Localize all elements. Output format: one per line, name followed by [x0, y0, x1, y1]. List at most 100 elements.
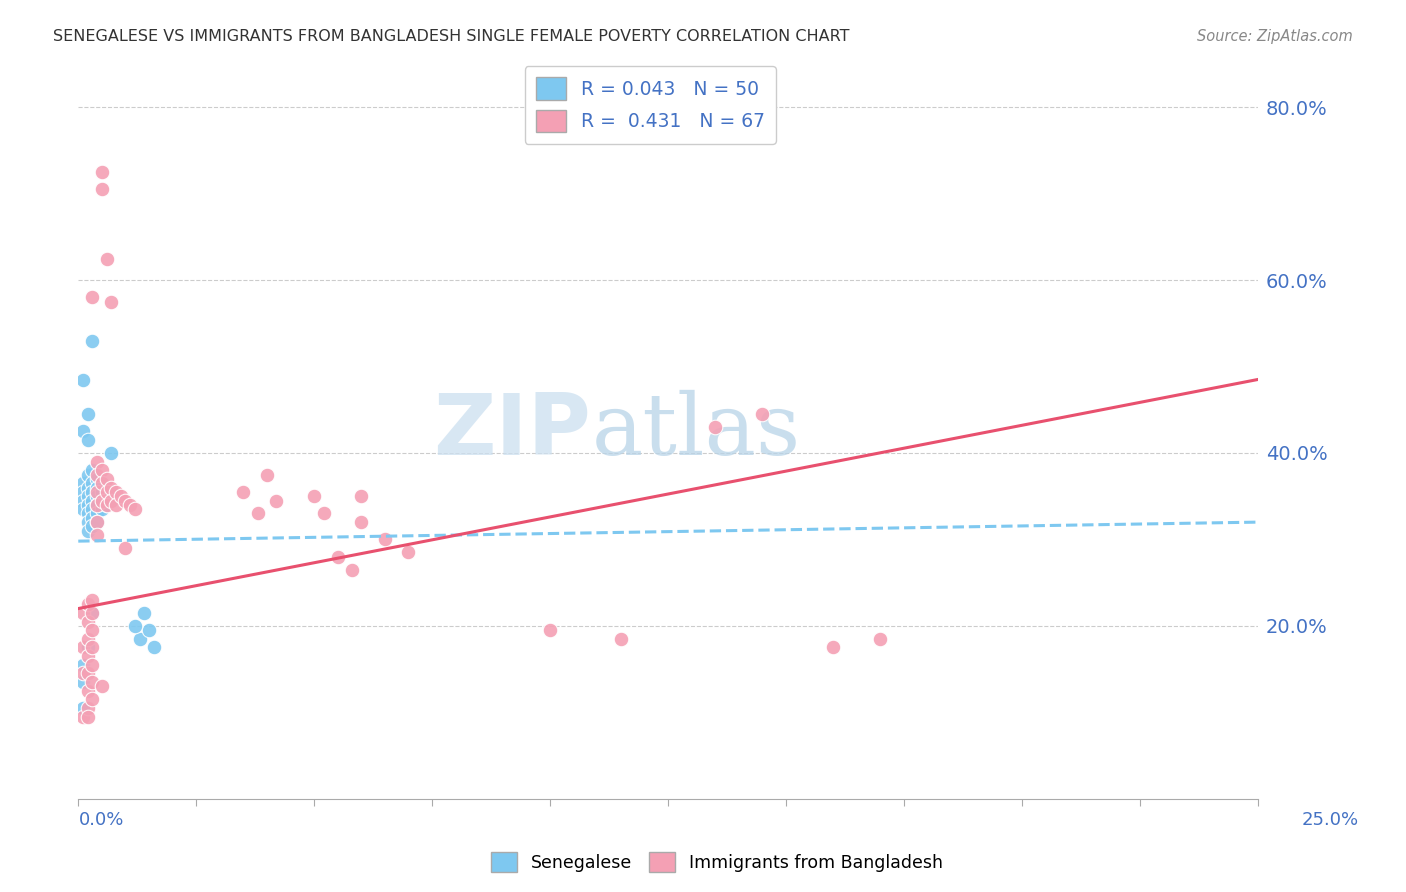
- Point: [100, 493, 122, 508]
- Point: [76, 489, 98, 503]
- Point: [134, 606, 156, 620]
- Point: [105, 498, 128, 512]
- Point: [90, 463, 112, 477]
- Point: [72, 709, 94, 723]
- Point: [72, 701, 94, 715]
- Point: [82, 623, 104, 637]
- Point: [266, 493, 288, 508]
- Point: [76, 649, 98, 664]
- Point: [538, 623, 561, 637]
- Point: [82, 510, 104, 524]
- Point: [312, 507, 335, 521]
- Point: [76, 666, 98, 681]
- Text: ZIP: ZIP: [433, 390, 592, 473]
- Point: [72, 502, 94, 516]
- Point: [96, 472, 118, 486]
- Point: [256, 467, 278, 482]
- Point: [90, 182, 112, 196]
- Point: [76, 632, 98, 646]
- Point: [76, 615, 98, 629]
- Point: [72, 606, 94, 620]
- Point: [86, 515, 108, 529]
- Point: [90, 493, 112, 508]
- Point: [96, 489, 118, 503]
- Point: [86, 498, 108, 512]
- Point: [76, 407, 98, 421]
- Point: [76, 524, 98, 538]
- Point: [869, 632, 891, 646]
- Point: [86, 489, 108, 503]
- Point: [302, 489, 325, 503]
- Point: [76, 640, 98, 655]
- Point: [82, 502, 104, 516]
- Point: [76, 683, 98, 698]
- Point: [82, 657, 104, 672]
- Point: [82, 675, 104, 690]
- Point: [76, 481, 98, 495]
- Point: [76, 507, 98, 521]
- Point: [82, 493, 104, 508]
- Point: [86, 528, 108, 542]
- Point: [82, 334, 104, 348]
- Point: [86, 515, 108, 529]
- Point: [82, 640, 104, 655]
- Point: [90, 476, 112, 491]
- Point: [72, 372, 94, 386]
- Point: [86, 467, 108, 482]
- Point: [90, 502, 112, 516]
- Point: [704, 420, 727, 434]
- Point: [76, 498, 98, 512]
- Point: [86, 507, 108, 521]
- Point: [124, 502, 146, 516]
- Point: [90, 679, 112, 693]
- Text: SENEGALESE VS IMMIGRANTS FROM BANGLADESH SINGLE FEMALE POVERTY CORRELATION CHART: SENEGALESE VS IMMIGRANTS FROM BANGLADESH…: [53, 29, 851, 44]
- Point: [124, 619, 146, 633]
- Point: [90, 165, 112, 179]
- Point: [82, 606, 104, 620]
- Point: [110, 489, 132, 503]
- Point: [100, 484, 122, 499]
- Point: [350, 489, 373, 503]
- Point: [82, 593, 104, 607]
- Point: [340, 563, 363, 577]
- Point: [82, 606, 104, 620]
- Point: [72, 425, 94, 439]
- Point: [76, 709, 98, 723]
- Text: 0.0%: 0.0%: [79, 811, 124, 829]
- Point: [72, 484, 94, 499]
- Point: [120, 498, 142, 512]
- Point: [350, 515, 373, 529]
- Legend: Senegalese, Immigrants from Bangladesh: Senegalese, Immigrants from Bangladesh: [484, 845, 950, 879]
- Point: [76, 515, 98, 529]
- Point: [96, 498, 118, 512]
- Point: [142, 640, 165, 655]
- Point: [76, 597, 98, 611]
- Legend: R = 0.043   N = 50, R =  0.431   N = 67: R = 0.043 N = 50, R = 0.431 N = 67: [524, 66, 776, 144]
- Point: [72, 666, 94, 681]
- Point: [82, 484, 104, 499]
- Text: Source: ZipAtlas.com: Source: ZipAtlas.com: [1197, 29, 1353, 44]
- Text: atlas: atlas: [592, 390, 800, 473]
- Y-axis label: Single Female Poverty: Single Female Poverty: [0, 339, 8, 524]
- Point: [76, 433, 98, 447]
- Point: [751, 407, 773, 421]
- Point: [823, 640, 845, 655]
- Point: [86, 472, 108, 486]
- Point: [96, 481, 118, 495]
- Point: [100, 446, 122, 460]
- Point: [86, 484, 108, 499]
- Text: 25.0%: 25.0%: [1302, 811, 1358, 829]
- Point: [326, 549, 349, 564]
- Point: [82, 476, 104, 491]
- Point: [114, 541, 136, 555]
- Point: [374, 533, 396, 547]
- Point: [96, 498, 118, 512]
- Point: [86, 455, 108, 469]
- Point: [128, 632, 150, 646]
- Point: [96, 484, 118, 499]
- Point: [100, 493, 122, 508]
- Point: [114, 493, 136, 508]
- Point: [72, 493, 94, 508]
- Point: [72, 675, 94, 690]
- Point: [72, 657, 94, 672]
